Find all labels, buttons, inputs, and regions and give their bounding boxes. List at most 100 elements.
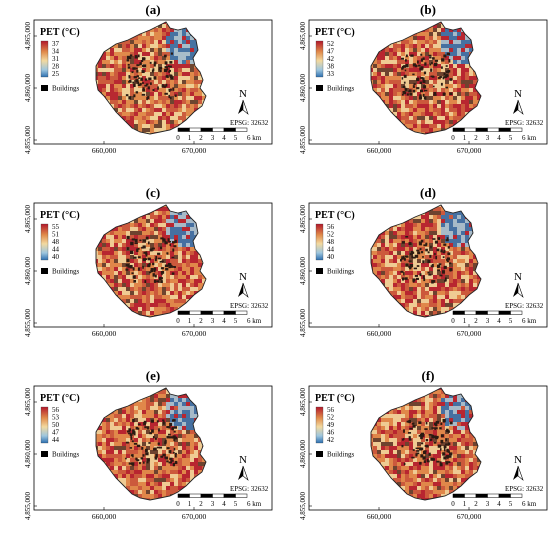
scale-tick-label: 2 (199, 317, 203, 325)
scale-segment (235, 310, 248, 315)
scale-tick-label: 5 (234, 317, 238, 325)
buildings-label: Buildings (52, 451, 80, 459)
legend-tick: 48 (327, 238, 335, 246)
scale-segment (487, 310, 500, 315)
map-frame (33, 385, 273, 511)
legend-tick: 33 (327, 70, 335, 78)
legend-tick: 51 (52, 231, 60, 239)
legend-tick: 44 (52, 436, 60, 444)
scale-tick-label: 5 (509, 500, 513, 508)
scale-tick-label: 5 (234, 134, 238, 142)
epsg-label: EPSG: 32632 (230, 119, 269, 127)
scale-tick-label: 1 (463, 317, 467, 325)
scale-tick-label: 0 (176, 500, 180, 508)
legend-tick: 37 (52, 40, 60, 48)
x-tick-label: 660,000 (367, 329, 392, 338)
x-tick-label: 670,000 (457, 146, 482, 155)
buildings-label: Buildings (327, 85, 355, 93)
scale-tick-label: 0 (451, 134, 455, 142)
scale-segment (475, 493, 488, 498)
scale-segment (177, 493, 190, 498)
scale-tick-label: 3 (486, 317, 490, 325)
map-panel: (f) PET (°C) 56 52 49 46 42 Buildings N … (275, 366, 549, 548)
y-tick-label: 4,860,000 (24, 74, 32, 103)
y-tick-label: 4,860,000 (299, 257, 307, 286)
north-label: N (514, 88, 522, 100)
y-axis-ticks: 4,865,000 4,860,000 4,855,000 (299, 22, 312, 154)
y-axis-ticks: 4,865,000 4,860,000 4,855,000 (24, 205, 37, 338)
x-tick-label: 660,000 (92, 329, 117, 338)
scale-tick-label: 0 (451, 317, 455, 325)
legend-tick: 52 (327, 231, 335, 239)
map-panel: (a) PET (°C) 37 34 31 28 25 Buildings N … (0, 0, 274, 182)
y-axis-ticks: 4,865,000 4,860,000 4,855,000 (299, 388, 312, 521)
panel-label: (e) (145, 368, 161, 383)
scale-tick-label: 0 (176, 134, 180, 142)
scale-tick-label: 1 (188, 500, 192, 508)
scale-tick-label: 1 (188, 317, 192, 325)
map-figure: PET (°C) 37 34 31 28 25 Buildings N EPSG… (24, 19, 273, 155)
scale-tick-label: 6 km (522, 134, 537, 142)
scale-tick-label: 6 km (247, 317, 262, 325)
x-tick-label: 660,000 (92, 512, 117, 521)
legend-colorbar (40, 406, 49, 444)
x-tick-label: 670,000 (182, 329, 207, 338)
map-frame (308, 202, 548, 328)
x-axis-ticks: 660,000 670,000 (367, 141, 482, 155)
y-tick-label: 4,855,000 (24, 126, 32, 155)
north-arrow-icon (513, 465, 524, 481)
scale-segment (487, 127, 500, 132)
north-label: N (514, 271, 522, 283)
scale-tick-label: 3 (211, 317, 215, 325)
scale-tick-label: 4 (222, 317, 226, 325)
north-label: N (514, 454, 522, 466)
scale-segment (452, 310, 465, 315)
y-tick-label: 4,860,000 (24, 440, 32, 469)
scale-tick-label: 2 (199, 500, 203, 508)
legend-colorbar (315, 406, 324, 444)
scale-segment (498, 310, 511, 315)
north-arrow-icon (238, 99, 249, 115)
epsg-label: EPSG: 32632 (230, 302, 269, 310)
scale-tick-label: 4 (497, 134, 501, 142)
buildings-swatch (316, 268, 323, 274)
map-figure: PET (°C) 52 47 42 38 33 Buildings N EPSG… (299, 19, 548, 155)
legend-tick: 44 (327, 246, 335, 254)
scale-tick-label: 2 (199, 134, 203, 142)
scale-segment (189, 127, 202, 132)
legend-colorbar (315, 40, 324, 78)
map-frame (308, 385, 548, 511)
scale-tick-label: 5 (509, 317, 513, 325)
legend-tick: 56 (327, 406, 335, 414)
scale-segment (212, 127, 225, 132)
map-figure: PET (°C) 56 52 49 46 42 Buildings N EPSG… (299, 385, 548, 521)
scale-tick-label: 5 (234, 500, 238, 508)
panel-label: (b) (420, 2, 436, 17)
city-heatmap (95, 387, 207, 501)
scale-segment (498, 493, 511, 498)
y-tick-label: 4,855,000 (299, 492, 307, 521)
scale-tick-label: 6 km (247, 500, 262, 508)
legend-tick: 55 (52, 223, 60, 231)
map-figure: PET (°C) 56 52 48 44 40 Buildings N EPSG… (299, 202, 548, 338)
legend-tick: 44 (52, 246, 60, 254)
map-panel: (e) PET (°C) 56 53 50 47 44 Buildings N … (0, 366, 274, 548)
scale-segment (464, 310, 477, 315)
legend-colorbar (315, 223, 324, 261)
scale-segment (200, 310, 213, 315)
y-tick-label: 4,860,000 (24, 257, 32, 286)
y-tick-label: 4,855,000 (24, 309, 32, 338)
scale-tick-label: 6 km (247, 134, 262, 142)
legend-tick: 53 (52, 414, 60, 422)
scale-tick-label: 6 km (522, 500, 537, 508)
x-tick-label: 670,000 (457, 329, 482, 338)
y-tick-label: 4,855,000 (24, 492, 32, 521)
scale-segment (177, 127, 190, 132)
scale-tick-label: 2 (474, 317, 478, 325)
city-heatmap (95, 204, 207, 318)
